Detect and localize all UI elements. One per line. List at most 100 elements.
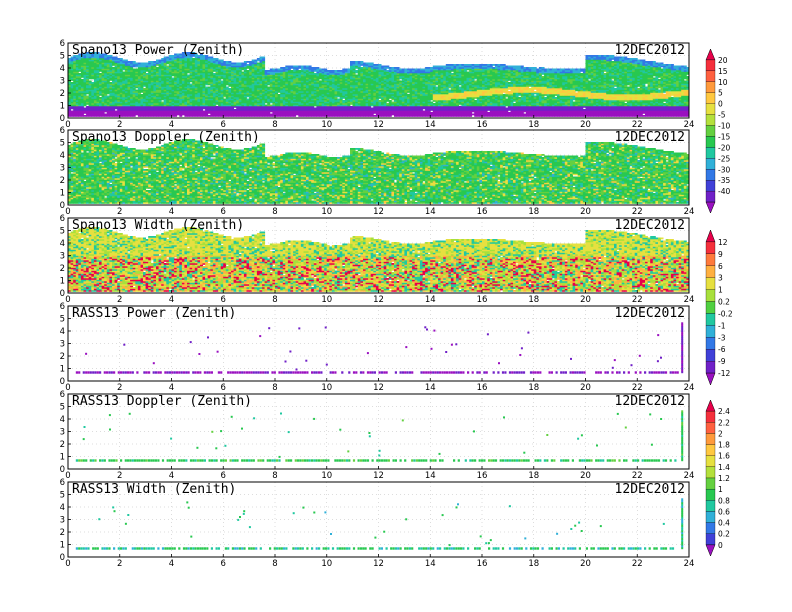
heatmap-cell (376, 64, 379, 66)
heatmap-cell (262, 57, 265, 59)
heatmap-cell (329, 70, 332, 72)
heatmap-cell (267, 87, 270, 89)
heatmap-cell (228, 61, 231, 63)
heatmap-cell (275, 69, 278, 71)
heatmap-cell (216, 58, 219, 60)
heatmap-cell (231, 63, 234, 65)
heatmap-cell (156, 67, 159, 69)
heatmap-cell (415, 69, 418, 71)
heatmap-cell (122, 60, 125, 62)
heatmap-cell (104, 114, 107, 116)
heatmap-cell (342, 100, 345, 102)
heatmap-cell (146, 73, 149, 75)
heatmap-cell (327, 70, 330, 72)
heatmap-cell (267, 70, 270, 72)
heatmap-cell (99, 97, 102, 99)
heatmap-cell (159, 60, 162, 62)
heatmap-cell (223, 61, 226, 63)
heatmap-cell (133, 69, 136, 71)
heatmap-cell (239, 63, 242, 65)
heatmap-cell (78, 73, 81, 75)
heatmap-cell (143, 63, 146, 65)
heatmap-cell (360, 67, 363, 69)
heatmap-cell (391, 67, 394, 69)
heatmap-cell (389, 100, 392, 102)
heatmap-cell (335, 70, 338, 72)
heatmap-cell (404, 69, 407, 71)
heatmap-cell (249, 61, 252, 63)
heatmap-cell (306, 66, 309, 68)
heatmap-cell (234, 63, 237, 65)
heatmap-cell (172, 78, 175, 80)
heatmap-cell (192, 58, 195, 60)
heatmap-cell (143, 88, 146, 90)
heatmap-cell (402, 69, 405, 71)
heatmap-cell (208, 87, 211, 89)
heatmap-cell (350, 106, 353, 108)
heatmap-cell (412, 69, 415, 71)
heatmap-cell (112, 67, 115, 69)
heatmap-cell (213, 58, 216, 60)
heatmap-cell (71, 111, 74, 113)
heatmap-cell (247, 61, 250, 63)
heatmap-cell (288, 66, 291, 68)
heatmap-cell (394, 67, 397, 69)
heatmap-cell (128, 61, 131, 63)
heatmap-cell (86, 106, 89, 108)
heatmap-cell (71, 82, 74, 84)
heatmap-cell (373, 115, 376, 117)
heatmap-cell (316, 67, 319, 69)
heatmap-cell (322, 69, 325, 71)
heatmap-cell (122, 72, 125, 74)
heatmap-cell (270, 69, 273, 71)
heatmap-cell (208, 115, 211, 117)
heatmap-cell (373, 64, 376, 66)
heatmap-cell (379, 100, 382, 102)
heatmap-cell (291, 66, 294, 68)
heatmap-cell (86, 96, 89, 98)
heatmap-cell (293, 66, 296, 68)
heatmap-cell (247, 64, 250, 66)
heatmap-cell (314, 73, 317, 75)
heatmap-cell (223, 99, 226, 101)
heatmap-cell (265, 105, 268, 107)
heatmap-cell (355, 70, 358, 72)
heatmap-cell (278, 69, 281, 71)
heatmap-cell (247, 99, 250, 101)
heatmap-cell (151, 61, 154, 63)
heatmap-cell (420, 69, 423, 71)
heatmap-cell (226, 61, 229, 63)
heatmap-cell (166, 66, 169, 68)
heatmap-cell (350, 61, 353, 63)
heatmap-cell (311, 67, 314, 69)
heatmap-cell (135, 90, 138, 92)
heatmap-cell (342, 69, 345, 71)
heatmap-cell (257, 58, 260, 60)
heatmap-cell (125, 60, 128, 62)
heatmap-cell (138, 63, 141, 65)
heatmap-cell (247, 70, 250, 72)
heatmap-cell (115, 111, 118, 113)
heatmap-cell (148, 61, 151, 63)
heatmap-cell (410, 69, 413, 71)
heatmap-cell (84, 115, 87, 117)
heatmap-cell (260, 57, 263, 59)
heatmap-cell (226, 87, 229, 89)
heatmap-cell (89, 81, 92, 83)
heatmap-cell (353, 61, 356, 63)
heatmap-cell (107, 96, 110, 98)
heatmap-cell (417, 69, 420, 71)
heatmap-cell (135, 69, 138, 71)
heatmap-cell (135, 63, 138, 65)
heatmap-cell (319, 81, 322, 83)
heatmap-cell (234, 109, 237, 111)
heatmap-cell (314, 108, 317, 110)
heatmap-cell (252, 60, 255, 62)
heatmap-cell (381, 66, 384, 68)
heatmap-cell (146, 63, 149, 65)
heatmap-cell (278, 94, 281, 96)
heatmap-cell (360, 61, 363, 63)
heatmap-cell (340, 70, 343, 72)
